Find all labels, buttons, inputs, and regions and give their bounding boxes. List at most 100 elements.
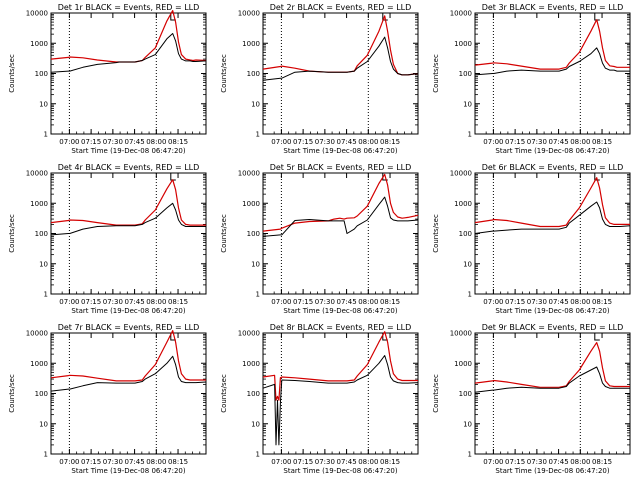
x-tick-label: 07:30 [103,298,123,306]
x-tick-label: 07:15 [505,298,525,306]
y-tick-label: 10000 [26,170,48,178]
x-tick-label: 08:15 [592,138,612,146]
x-tick-label: 08:00 [146,138,166,146]
y-tick-label: 100 [35,70,48,78]
x-tick-label: 07:00 [59,298,79,306]
y-tick-label: 1 [468,131,472,139]
y-tick-label: 1000 [242,200,260,208]
y-tick-label: 10000 [450,10,472,18]
y-tick-label: 10000 [238,330,260,338]
x-axis-label: Start Time (19-Dec-08 06:47:20) [283,307,397,315]
y-tick-label: 10 [39,100,48,108]
bracket-marker [170,173,176,181]
bracket-marker [170,13,176,21]
y-tick-label: 100 [247,390,260,398]
detector-panel: Det 4r BLACK = Events, RED = LLD 1 10 100 10… [8,163,207,315]
x-tick-label: 07:00 [483,138,503,146]
y-tick-label: 100 [459,390,472,398]
detector-panel: Det 2r BLACK = Events, RED = LLD 1 10 100 10… [220,3,419,155]
lld-series-line [50,10,207,63]
events-series-line [262,36,419,81]
x-tick-label: 07:30 [315,458,335,466]
events-series-line [50,202,206,236]
y-tick-label: 1 [44,131,48,139]
bracket-marker [594,13,600,21]
y-axis-label: Counts/sec [8,374,16,413]
lld-series-line [50,330,206,382]
bracket-marker [594,333,600,341]
y-axis-label: Counts/sec [8,54,16,93]
y-tick-label: 1 [468,291,472,299]
x-tick-label: 08:15 [380,298,400,306]
x-tick-label: 07:00 [483,298,503,306]
events-series-line [474,47,630,76]
x-tick-label: 08:15 [380,458,400,466]
x-axis-label: Start Time (19-Dec-08 06:47:20) [283,147,397,155]
x-tick-label: 07:45 [124,458,144,466]
y-tick-label: 1000 [242,40,260,48]
lld-series-line [262,331,418,401]
y-tick-label: 1 [44,291,48,299]
x-tick-label: 08:15 [168,298,188,306]
y-tick-label: 1 [256,291,260,299]
lld-series-line [474,342,630,388]
y-tick-label: 10 [463,100,472,108]
y-axis-label: Counts/sec [432,214,440,253]
x-tick-label: 07:30 [103,138,123,146]
y-axis-label: Counts/sec [220,54,228,93]
x-tick-label: 07:00 [271,458,291,466]
y-tick-label: 10 [463,420,472,428]
detector-panel: Det 5r BLACK = Events, RED = LLD 1 10 100 10… [220,163,419,315]
x-tick-label: 07:15 [293,138,313,146]
y-axis-label: Counts/sec [220,214,228,253]
y-tick-label: 10 [251,420,260,428]
y-tick-label: 1000 [30,40,48,48]
panel-grid: Det 1r BLACK = Events, RED = LLD11010010… [8,3,631,475]
y-tick-label: 1000 [454,40,472,48]
x-tick-label: 07:15 [81,458,101,466]
x-tick-label: 07:45 [124,138,144,146]
x-tick-label: 08:00 [570,458,590,466]
x-axis-label: Start Time (19-Dec-08 06:47:20) [71,307,185,315]
y-axis-label: Counts/sec [432,54,440,93]
detector-panel: Det 3r BLACK = Events, RED = LLD 1 10 100 10… [432,3,631,155]
x-tick-label: 08:15 [592,458,612,466]
x-tick-label: 07:15 [81,138,101,146]
events-series-line [474,201,631,234]
y-tick-label: 100 [459,230,472,238]
x-tick-label: 07:30 [103,458,123,466]
x-tick-label: 07:45 [548,298,568,306]
x-tick-label: 07:30 [315,298,335,306]
x-tick-label: 07:00 [271,298,291,306]
x-tick-label: 07:45 [548,138,568,146]
x-tick-label: 08:00 [570,138,590,146]
x-tick-label: 08:15 [380,138,400,146]
y-tick-label: 10 [39,420,48,428]
y-tick-label: 10000 [450,170,472,178]
y-tick-label: 10 [39,260,48,268]
x-tick-label: 07:15 [293,458,313,466]
x-tick-label: 07:00 [59,138,79,146]
x-tick-label: 07:30 [527,138,547,146]
x-tick-label: 07:45 [336,458,356,466]
y-tick-label: 10 [251,260,260,268]
x-tick-label: 08:00 [358,138,378,146]
x-tick-label: 08:15 [168,458,188,466]
detector-panel: Det 7r BLACK = Events, RED = LLD 1 10 100 10… [8,323,207,475]
y-axis-label: Counts/sec [8,214,16,253]
y-tick-label: 10000 [238,170,260,178]
y-tick-label: 10000 [238,10,260,18]
detector-panel: Det 8r BLACK = Events, RED = LLD 1 10 100 10… [220,323,419,475]
x-tick-label: 07:30 [315,138,335,146]
y-tick-label: 100 [459,70,472,78]
y-tick-label: 10 [463,260,472,268]
panel-title: Det 6r BLACK = Events, RED = LLD [482,163,624,172]
y-tick-label: 10000 [450,330,472,338]
x-tick-label: 08:00 [358,458,378,466]
y-tick-label: 100 [35,230,48,238]
x-tick-label: 07:00 [271,138,291,146]
x-tick-label: 07:45 [336,298,356,306]
x-tick-label: 07:15 [293,298,313,306]
x-tick-label: 08:00 [146,298,166,306]
